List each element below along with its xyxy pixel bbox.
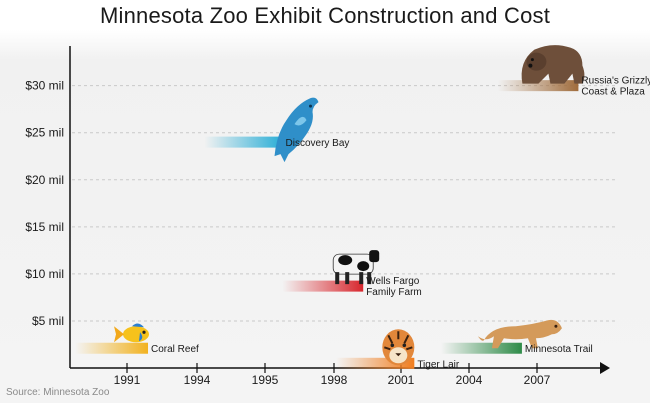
exhibit-label-line: Discovery Bay xyxy=(286,138,350,149)
source-note: Source: Minnesota Zoo xyxy=(6,387,110,398)
exhibit-icons xyxy=(114,45,585,366)
x-tick-label: 1995 xyxy=(252,373,279,387)
x-tick-label: 2007 xyxy=(524,373,551,387)
exhibit-label: Tiger Lair xyxy=(417,359,460,370)
exhibit-label: Coral Reef xyxy=(151,344,199,355)
cow-icon xyxy=(332,250,380,285)
tiger-icon xyxy=(382,329,415,366)
bear-icon xyxy=(521,45,585,84)
y-tick-label: $10 mil xyxy=(25,267,64,281)
y-tick-label: $5 mil xyxy=(32,314,64,328)
exhibit-label: Wells Fargo Family Farm xyxy=(366,276,422,298)
x-tick-label: 2004 xyxy=(456,373,483,387)
exhibit-bar xyxy=(282,280,364,292)
exhibit-label-line: Tiger Lair xyxy=(417,359,460,370)
x-tick-label: 1991 xyxy=(114,373,141,387)
chart-title: Minnesota Zoo Exhibit Construction and C… xyxy=(99,3,551,28)
axes: $5 mil $10 mil $15 mil $20 mil $25 mil $30 mi… xyxy=(25,46,610,387)
exhibit-bar xyxy=(497,80,579,92)
x-tick-label: 1994 xyxy=(184,373,211,387)
cougar-icon xyxy=(477,319,562,349)
exhibit-label: Discovery Bay xyxy=(286,138,350,149)
exhibit-label: Russia's Grizzly Coast & Plaza xyxy=(581,76,650,98)
exhibit-label-line: Wells Fargo xyxy=(366,276,420,287)
exhibit-label-line: Coral Reef xyxy=(151,344,199,355)
exhibit-label-line: Russia's Grizzly xyxy=(581,76,650,87)
exhibit-label-line: Minnesota Trail xyxy=(525,344,593,355)
exhibit-bar xyxy=(75,342,149,354)
y-tick-label: $25 mil xyxy=(25,126,64,140)
exhibit-labels: Coral Reef Discovery Bay Wells Fargo Family… xyxy=(151,76,650,371)
y-tick-label: $30 mil xyxy=(25,79,64,93)
exhibit-bars xyxy=(75,80,579,369)
exhibit-bar xyxy=(441,342,522,354)
fish-icon xyxy=(114,323,150,343)
exhibit-label: Minnesota Trail xyxy=(525,344,593,355)
x-axis-arrow-icon xyxy=(600,362,610,374)
exhibit-bar xyxy=(336,357,415,369)
x-tick-label: 1998 xyxy=(321,373,348,387)
exhibit-bar xyxy=(204,136,283,148)
exhibit-label-line: Family Farm xyxy=(366,287,422,298)
exhibit-label-line: Coast & Plaza xyxy=(581,87,645,98)
y-tick-label: $20 mil xyxy=(25,173,64,187)
x-tick-label: 2001 xyxy=(388,373,415,387)
dolphin-icon xyxy=(274,97,319,163)
y-tick-label: $15 mil xyxy=(25,220,64,234)
